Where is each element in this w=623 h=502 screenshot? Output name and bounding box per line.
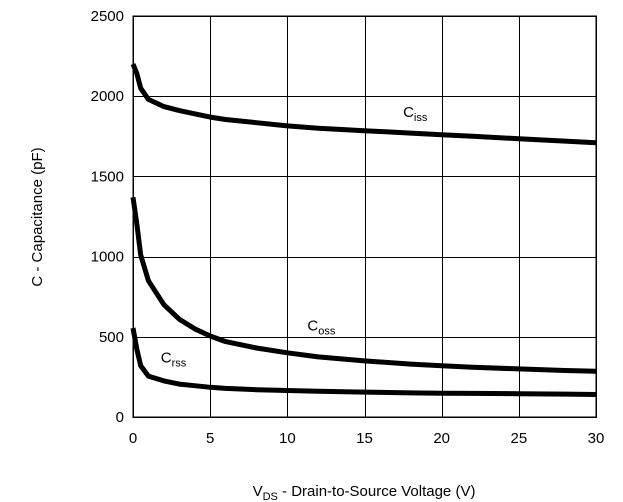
series-label-main: C [403, 104, 414, 121]
series-label-crss: Crss [161, 349, 187, 369]
grid [133, 16, 596, 417]
x-axis-label-main: V [253, 483, 263, 500]
y-tick-labels: 0 500 1000 1500 2000 2500 [91, 8, 124, 426]
series-line-crss [130, 327, 597, 397]
plot-area-frame [132, 15, 597, 418]
series-label-subscript: iss [414, 112, 428, 124]
x-tick-label: 15 [356, 430, 373, 447]
y-tick-label: 2000 [91, 88, 124, 105]
series-label-main: C [307, 317, 318, 334]
x-tick-label: 30 [588, 430, 605, 447]
x-tick-labels: 0 5 10 15 20 25 30 [129, 430, 605, 447]
x-tick-label: 25 [510, 430, 527, 447]
y-tick-label: 0 [116, 409, 124, 426]
y-tick-label: 500 [99, 329, 124, 346]
series-label-main: C [161, 349, 172, 366]
y-tick-label: 1000 [91, 249, 124, 266]
series-label-subscript: oss [318, 325, 336, 337]
series-label-subscript: rss [172, 357, 187, 369]
series-label-ciss: Ciss [403, 104, 428, 124]
y-tick-label: 2500 [91, 8, 124, 25]
x-tick-label: 20 [433, 430, 450, 447]
y-axis-label: C - Capacitance (pF) [29, 147, 46, 286]
y-tick-label: 1500 [91, 168, 124, 185]
x-tick-label: 10 [279, 430, 296, 447]
x-axis-label-subscript: DS [263, 491, 278, 502]
series-label-coss: Coss [307, 317, 335, 337]
series-line-coss [130, 196, 597, 374]
x-axis-label-rest: - Drain-to-Source Voltage (V) [278, 483, 476, 500]
x-axis-label: VDS - Drain-to-Source Voltage (V) [253, 483, 476, 502]
series-line-ciss [130, 63, 597, 146]
x-tick-label: 5 [206, 430, 214, 447]
x-tick-label: 0 [129, 430, 137, 447]
series-lines [130, 63, 597, 397]
